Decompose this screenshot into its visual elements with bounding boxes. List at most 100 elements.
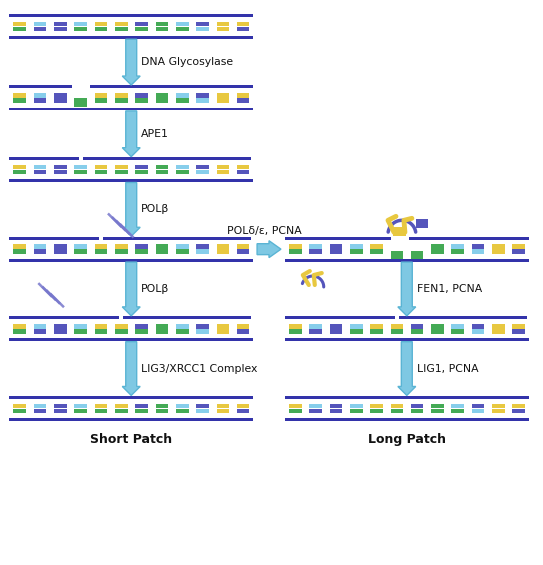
Bar [135, 93, 148, 98]
Bar [123, 316, 251, 319]
Bar [34, 93, 46, 98]
Bar [115, 324, 128, 328]
Bar [54, 249, 67, 254]
Bar [34, 165, 46, 170]
Bar [350, 329, 363, 333]
Bar [9, 338, 253, 341]
Bar [370, 324, 383, 328]
Bar [9, 259, 253, 262]
Bar [74, 324, 87, 328]
Bar [34, 403, 46, 408]
Bar [74, 165, 87, 170]
Bar [196, 329, 209, 333]
Bar [34, 324, 46, 328]
Bar [176, 27, 188, 31]
Bar [135, 403, 148, 408]
Bar [217, 93, 229, 98]
Bar [310, 244, 322, 249]
Bar [94, 329, 108, 333]
FancyArrow shape [122, 262, 140, 316]
Bar [34, 249, 46, 254]
Bar [310, 408, 322, 413]
Text: DNA Glycosylase: DNA Glycosylase [141, 57, 233, 67]
Bar [74, 244, 87, 249]
Bar [54, 408, 67, 413]
Bar [156, 170, 168, 175]
Bar [411, 329, 424, 333]
Bar [217, 244, 229, 249]
Bar [237, 324, 249, 328]
Bar [196, 403, 209, 408]
Bar [431, 403, 444, 408]
Bar [54, 27, 67, 31]
Bar [472, 324, 484, 328]
Bar [370, 249, 383, 254]
Bar [237, 249, 249, 254]
Bar [176, 21, 188, 26]
Bar [431, 329, 444, 333]
Bar [94, 403, 108, 408]
Bar [472, 329, 484, 333]
Bar [237, 329, 249, 333]
Bar [135, 324, 148, 328]
Bar [237, 93, 249, 98]
FancyArrow shape [122, 342, 140, 396]
Bar [115, 93, 128, 98]
Bar [513, 403, 525, 408]
Bar [54, 170, 67, 175]
Bar [14, 324, 26, 328]
Bar [14, 21, 26, 26]
Bar [196, 244, 209, 249]
Bar [451, 408, 464, 413]
Bar [390, 403, 403, 408]
Bar [285, 259, 529, 262]
Bar [9, 14, 253, 17]
Bar [390, 324, 403, 328]
Bar [285, 316, 395, 319]
Bar [285, 237, 390, 240]
Bar [370, 403, 383, 408]
Bar [409, 237, 529, 240]
Bar [115, 21, 128, 26]
Bar [94, 244, 108, 249]
Bar [176, 329, 188, 333]
Bar [217, 324, 229, 328]
Bar [135, 98, 148, 103]
Bar [54, 324, 67, 328]
Bar [9, 316, 119, 319]
Bar [350, 324, 363, 328]
Bar [310, 403, 322, 408]
Bar [350, 408, 363, 413]
Bar [135, 27, 148, 31]
Bar [135, 21, 148, 26]
Bar [94, 93, 108, 98]
Bar [115, 170, 128, 175]
Bar [217, 165, 229, 170]
Bar [156, 244, 168, 249]
Bar [196, 170, 209, 175]
Bar [431, 408, 444, 413]
Bar [285, 338, 529, 341]
Bar [54, 403, 67, 408]
Bar [513, 408, 525, 413]
Bar [411, 251, 424, 259]
Bar [54, 329, 67, 333]
Text: Short Patch: Short Patch [90, 433, 172, 446]
Bar [289, 329, 301, 333]
Bar [289, 403, 301, 408]
Bar [237, 403, 249, 408]
Bar [492, 329, 504, 333]
Bar [156, 165, 168, 170]
Bar [176, 98, 188, 103]
Bar [135, 329, 148, 333]
Bar [176, 403, 188, 408]
Bar [34, 408, 46, 413]
Bar [370, 408, 383, 413]
Bar [14, 403, 26, 408]
Bar [156, 93, 168, 98]
Bar [135, 408, 148, 413]
Bar [83, 157, 251, 160]
Bar [115, 98, 128, 103]
Bar [115, 244, 128, 249]
Bar [217, 21, 229, 26]
